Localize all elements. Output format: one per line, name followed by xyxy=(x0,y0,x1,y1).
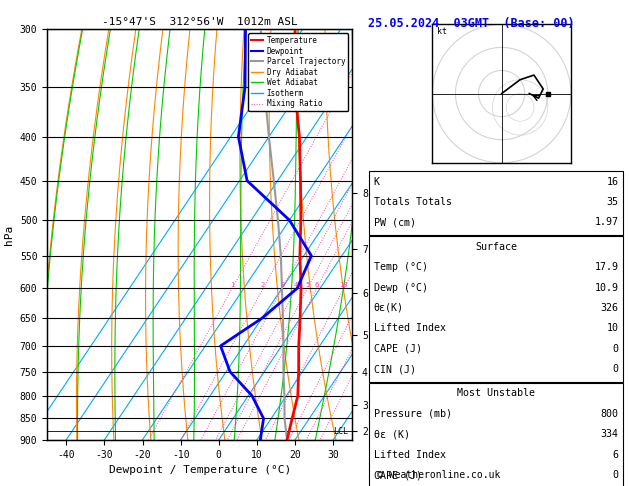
Text: 10: 10 xyxy=(606,323,618,333)
Text: Lifted Index: Lifted Index xyxy=(374,450,445,460)
Text: Most Unstable: Most Unstable xyxy=(457,388,535,399)
Text: Pressure (mb): Pressure (mb) xyxy=(374,409,452,419)
Text: θε(K): θε(K) xyxy=(374,303,404,313)
Text: 3: 3 xyxy=(280,282,284,288)
Text: 35: 35 xyxy=(606,197,618,207)
X-axis label: Dewpoint / Temperature (°C): Dewpoint / Temperature (°C) xyxy=(109,465,291,475)
Text: Surface: Surface xyxy=(475,242,517,252)
Text: K: K xyxy=(374,176,380,187)
Y-axis label: km
ASL: km ASL xyxy=(380,235,398,256)
Text: 2: 2 xyxy=(261,282,265,288)
Text: LCL: LCL xyxy=(333,427,348,436)
Text: 800: 800 xyxy=(600,409,618,419)
Text: Dewp (°C): Dewp (°C) xyxy=(374,282,428,293)
Text: CIN (J): CIN (J) xyxy=(374,364,416,374)
Text: CAPE (J): CAPE (J) xyxy=(374,470,421,480)
Text: Totals Totals: Totals Totals xyxy=(374,197,452,207)
Text: θε (K): θε (K) xyxy=(374,429,409,439)
Text: 16: 16 xyxy=(606,176,618,187)
Text: 0: 0 xyxy=(612,344,618,354)
Text: Lifted Index: Lifted Index xyxy=(374,323,445,333)
Text: 1.97: 1.97 xyxy=(594,217,618,227)
Text: 1: 1 xyxy=(230,282,235,288)
Y-axis label: hPa: hPa xyxy=(4,225,14,244)
Text: 5: 5 xyxy=(305,282,309,288)
Text: kt: kt xyxy=(437,27,447,35)
Text: PW (cm): PW (cm) xyxy=(374,217,416,227)
Text: 6: 6 xyxy=(612,450,618,460)
Legend: Temperature, Dewpoint, Parcel Trajectory, Dry Adiabat, Wet Adiabat, Isotherm, Mi: Temperature, Dewpoint, Parcel Trajectory… xyxy=(248,33,348,111)
Text: 4: 4 xyxy=(294,282,298,288)
Text: 17.9: 17.9 xyxy=(594,262,618,272)
Title: -15°47'S  312°56'W  1012m ASL: -15°47'S 312°56'W 1012m ASL xyxy=(102,17,298,27)
Text: © weatheronline.co.uk: © weatheronline.co.uk xyxy=(377,470,501,480)
Text: 25.05.2024  03GMT  (Base: 00): 25.05.2024 03GMT (Base: 00) xyxy=(368,17,574,30)
Text: 0: 0 xyxy=(612,364,618,374)
Text: 334: 334 xyxy=(600,429,618,439)
Text: 6: 6 xyxy=(314,282,319,288)
Text: 10.9: 10.9 xyxy=(594,282,618,293)
Text: 326: 326 xyxy=(600,303,618,313)
Text: 10: 10 xyxy=(340,282,348,288)
Text: CAPE (J): CAPE (J) xyxy=(374,344,421,354)
Text: Temp (°C): Temp (°C) xyxy=(374,262,428,272)
Text: 0: 0 xyxy=(612,470,618,480)
